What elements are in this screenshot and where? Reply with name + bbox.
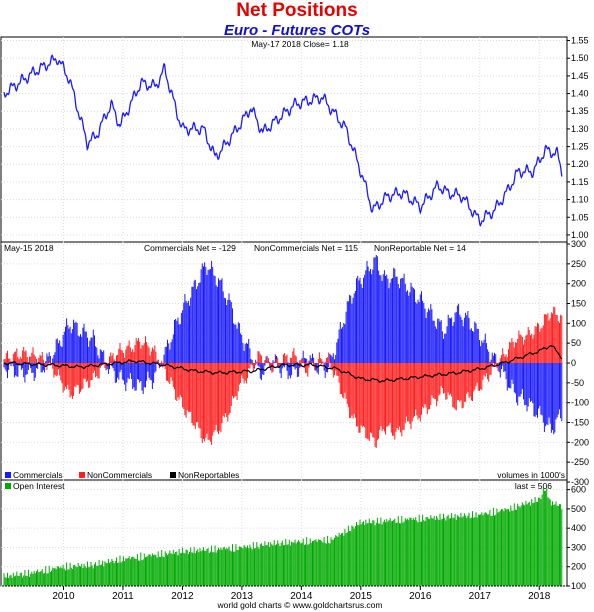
price-ytick-label: 1.15 — [571, 177, 589, 187]
legend-nonreportables-label: NonReportables — [178, 470, 239, 480]
price-ytick-label: 1.05 — [571, 212, 589, 222]
oi-ytick-label: 600 — [571, 485, 586, 495]
oi-ytick-label: 300 — [571, 542, 586, 552]
xtick-label: 2013 — [231, 591, 254, 602]
xtick-label: 2011 — [112, 591, 134, 602]
nonreportable-net-label: NonReportable Net = 14 — [374, 243, 466, 253]
price-ytick-label: 1.55 — [571, 36, 589, 46]
commercials-net-label: Commercials Net = -129 — [144, 243, 236, 253]
units-note: volumes in 1000's — [497, 470, 565, 480]
oi-ytick-label: 500 — [571, 504, 586, 514]
legend-commercials-swatch — [5, 472, 11, 478]
xtick-label: 2018 — [528, 591, 551, 602]
legend-nonreportables-swatch — [170, 472, 176, 478]
price-ytick-label: 1.30 — [571, 124, 589, 134]
legend-open-interest-label: Open Interest — [13, 481, 65, 491]
price-ytick-label: 1.00 — [571, 230, 589, 240]
oi-last-label: last = 506 — [515, 481, 552, 491]
net-ytick-label: -150 — [571, 418, 589, 428]
price-line — [3, 54, 563, 227]
price-ytick-label: 1.25 — [571, 142, 589, 152]
net-ytick-label: -100 — [571, 398, 589, 408]
net-ytick-label: 0 — [571, 358, 576, 368]
net-ytick-label: -300 — [571, 477, 589, 487]
net-ytick-label: 300 — [571, 239, 586, 249]
xtick-label: 2014 — [290, 591, 313, 602]
net-ytick-label: 50 — [571, 338, 581, 348]
xtick-label: 2017 — [469, 591, 492, 602]
price-ytick-label: 1.35 — [571, 106, 589, 116]
price-annotation: May-17 2018 Close= 1.18 — [251, 39, 349, 49]
net-ytick-label: 250 — [571, 259, 586, 269]
xtick-label: 2010 — [52, 591, 75, 602]
legend-commercials-label: Commercials — [13, 470, 63, 480]
credit-text: world gold charts © www.goldchartsrus.co… — [217, 600, 383, 610]
oi-ytick-label: 200 — [571, 562, 586, 572]
noncommercials-net-label: NonCommercials Net = 115 — [254, 243, 358, 253]
price-ytick-label: 1.20 — [571, 159, 589, 169]
price-ytick-label: 1.45 — [571, 71, 589, 81]
price-ytick-label: 1.10 — [571, 195, 589, 205]
net-ytick-label: 150 — [571, 299, 586, 309]
price-panel-frame — [0, 36, 568, 243]
chart-title: Net Positions — [236, 0, 358, 21]
net-ytick-label: 100 — [571, 318, 586, 328]
xtick-label: 2012 — [171, 591, 194, 602]
net-ytick-label: -50 — [571, 378, 584, 388]
net-ytick-label: 200 — [571, 279, 586, 289]
xtick-label: 2015 — [350, 591, 373, 602]
nonreportables-line — [3, 345, 563, 383]
price-ytick-label: 1.50 — [571, 53, 589, 63]
xtick-label: 2016 — [409, 591, 432, 602]
oi-ytick-label: 400 — [571, 523, 586, 533]
legend-noncommercials-swatch — [79, 472, 85, 478]
legend-noncommercials-label: NonCommercials — [87, 470, 152, 480]
oi-ytick-label: 100 — [571, 581, 586, 591]
net-ytick-label: -250 — [571, 457, 589, 467]
net-ytick-label: -200 — [571, 437, 589, 447]
legend-open-interest-swatch — [5, 483, 11, 489]
net-date-label: May-15 2018 — [4, 243, 54, 253]
price-ytick-label: 1.40 — [571, 89, 589, 99]
chart-subtitle: Euro - Futures COTs — [223, 22, 371, 39]
